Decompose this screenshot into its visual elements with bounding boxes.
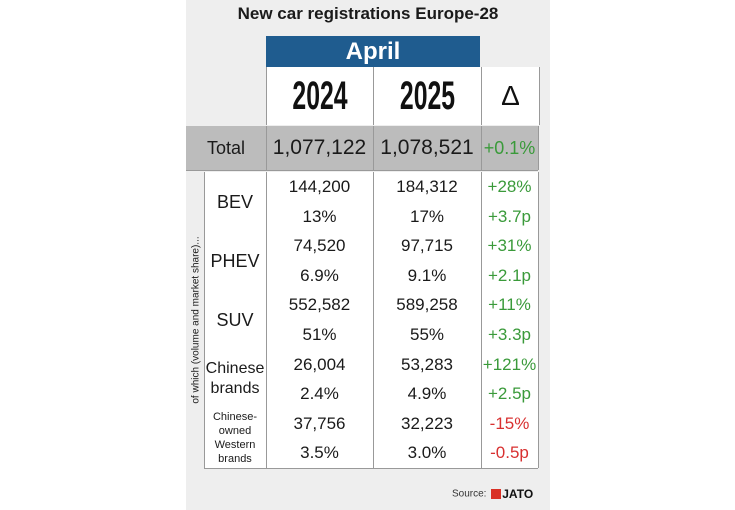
group-3-row-1-2025: 4.9% [373,379,481,409]
group-label: SUV [204,290,266,350]
group-2-row-0-2025: 589,258 [373,290,481,320]
column-divider [481,126,482,170]
year-2024-header-cell: 2024 [266,67,373,125]
group-1-row-1-2024: 6.9% [266,260,373,291]
group-4-row-0-2024: 37,756 [266,408,373,439]
total-2024: 1,077,122 [272,136,367,159]
column-divider [481,172,482,468]
year-2025-header-cell: 2025 [373,67,481,125]
delta-header-cell: Δ [481,67,540,125]
total-delta: +0.1% [483,138,536,158]
group-1-row-0-2025: 97,715 [373,231,481,261]
group-label: Chinese brands [204,349,266,409]
column-divider [266,172,267,468]
column-divider [266,126,267,170]
jato-logo: JATO [491,487,533,501]
group-3-row-1-2024: 2.4% [266,379,373,409]
group-3-row-0-2024: 26,004 [266,349,373,380]
group-3-row-1-delta: +2.5p [481,379,538,409]
column-divider [538,172,539,468]
group-label: Chinese-owned Western brands [204,408,266,468]
group-0-row-0-2025: 184,312 [373,172,481,202]
group-1-row-0-delta: +31% [481,231,538,261]
group-separator [204,468,538,469]
column-divider [373,172,374,468]
group-2-row-1-2025: 55% [373,320,481,350]
group-3-row-0-delta: +121% [481,349,538,380]
group-2-row-1-2024: 51% [266,320,373,350]
group-4-row-1-2025: 3.0% [373,438,481,468]
year-2025-header: 2025 [394,67,461,125]
month-header: April [266,36,480,67]
group-4-row-0-delta: -15% [481,408,538,439]
group-0-row-1-delta: +3.7p [481,201,538,232]
jato-mark-icon [491,489,502,499]
column-divider [373,126,374,170]
group-0-row-1-2024: 13% [266,201,373,232]
group-4-row-1-2024: 3.5% [266,438,373,468]
group-2-row-0-2024: 552,582 [266,290,373,320]
group-1-row-1-delta: +2.1p [481,260,538,291]
group-0-row-1-2025: 17% [373,201,481,232]
group-0-row-0-2024: 144,200 [266,172,373,202]
delta-header: Δ [482,67,539,125]
source-note: Source: JATO [452,487,533,501]
group-label: BEV [204,172,266,232]
year-2024-header: 2024 [287,67,353,125]
group-label: PHEV [204,231,266,291]
total-bottom-line [186,170,538,171]
group-2-row-0-delta: +11% [481,290,538,320]
total-label: Total [206,138,246,158]
group-1-row-0-2024: 74,520 [266,231,373,261]
jato-logo-text: JATO [502,487,534,501]
group-4-row-1-delta: -0.5p [481,438,538,468]
group-3-row-0-2025: 53,283 [373,349,481,380]
column-divider [538,126,539,170]
source-label: Source: [452,488,487,500]
side-label: of which (volume and market share)... [188,172,204,468]
group-0-row-0-delta: +28% [481,172,538,202]
column-divider [204,172,205,468]
group-1-row-1-2025: 9.1% [373,260,481,291]
group-4-row-0-2025: 32,223 [373,408,481,439]
total-2025: 1,078,521 [380,136,474,159]
chart-title: New car registrations Europe-28 [237,4,499,23]
group-2-row-1-delta: +3.3p [481,320,538,350]
side-label-text: of which (volume and market share)... [190,236,202,404]
total-row [186,126,538,170]
